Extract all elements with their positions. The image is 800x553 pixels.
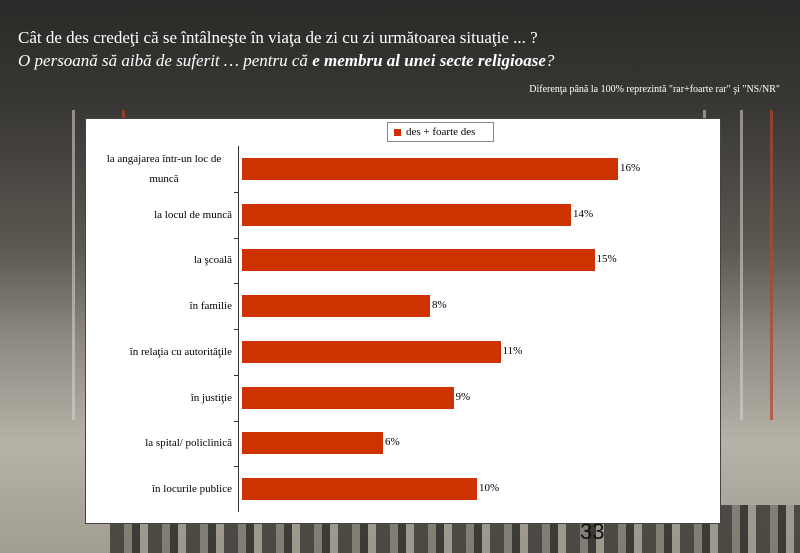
value-label: 16% [620, 161, 641, 174]
bar [242, 478, 477, 501]
page-number: 33 [580, 519, 605, 544]
value-label: 15% [596, 253, 617, 266]
category-label: în justiţie [190, 391, 232, 404]
situation-bold: e membru al unei secte religioase [312, 51, 546, 70]
chart-panel [85, 118, 721, 524]
bar [242, 203, 571, 226]
axis-tick [234, 237, 238, 239]
value-label: 11% [502, 344, 523, 357]
bar [242, 295, 430, 318]
value-label: 8% [432, 299, 447, 312]
bar [242, 249, 595, 272]
situation-title: O persoană să aibă de suferit … pentru c… [18, 51, 554, 71]
legend-label: des + foarte des [406, 126, 476, 138]
axis-tick [234, 283, 238, 285]
category-label: la spital/ policlinică [145, 437, 232, 450]
category-label: la locul de muncă [154, 208, 232, 221]
category-label: la şcoală [193, 254, 232, 267]
background-stripe [72, 110, 75, 420]
bar [242, 386, 454, 409]
legend-swatch [394, 128, 401, 136]
bar [242, 157, 618, 180]
situation-prefix: O persoană să aibă de suferit … pentru c… [18, 51, 313, 70]
axis-tick [234, 374, 238, 376]
value-label: 10% [479, 482, 500, 495]
axis-tick [234, 191, 238, 193]
value-label: 6% [385, 436, 400, 449]
category-label: în familie [189, 300, 232, 313]
value-label: 14% [573, 207, 594, 220]
bar [242, 340, 501, 363]
bar [242, 432, 383, 455]
value-label: 9% [455, 390, 471, 403]
situation-suffix: ? [545, 51, 555, 70]
axis-tick [234, 420, 238, 422]
footnote: Diferenţa până la 100% reprezintă "rar+f… [529, 84, 780, 95]
chart-legend: des + foarte des [387, 122, 494, 142]
category-axis [238, 146, 239, 512]
category-label: în relaţia cu autorităţile [129, 345, 232, 358]
question-title: Cât de des credeţi că se întâlneşte în v… [18, 28, 538, 47]
axis-tick [234, 466, 238, 468]
background-stripe [740, 110, 743, 420]
background-stripe [770, 110, 773, 420]
category-label: la angajarea într-un loc de muncă [106, 152, 222, 185]
axis-tick [234, 329, 238, 330]
category-label: în locurile publice [151, 483, 232, 496]
